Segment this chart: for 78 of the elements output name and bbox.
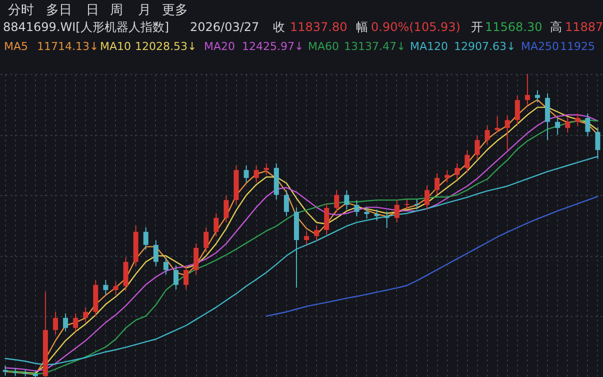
- candlestick: [153, 240, 158, 267]
- candlestick: [52, 311, 58, 336]
- candlestick: [224, 195, 229, 223]
- text: 0.90%(105.93): [371, 20, 460, 34]
- candlestick: [334, 190, 340, 213]
- candlestick: [595, 126, 600, 160]
- candlestick: [214, 212, 219, 237]
- text: 开: [471, 20, 483, 34]
- candlestick: [264, 162, 269, 176]
- candlestick: [324, 202, 330, 236]
- candlestick: [374, 208, 380, 222]
- text: 11714.13↓: [37, 40, 99, 53]
- candlestick: [254, 165, 259, 183]
- candlestick: [103, 280, 108, 296]
- text: 收: [273, 20, 285, 34]
- text: 11887: [565, 20, 603, 34]
- candlestick: [344, 190, 350, 210]
- candlestick: [364, 206, 370, 220]
- text: 周: [110, 3, 123, 18]
- candlestick: [524, 74, 530, 106]
- text: 更多: [162, 3, 188, 18]
- text: 幅: [356, 20, 368, 34]
- candlestick: [585, 112, 590, 137]
- text: MA5: [4, 40, 28, 53]
- candlestick: [534, 90, 540, 103]
- text: MA120: [410, 40, 448, 53]
- text: 月: [138, 3, 151, 18]
- candlestick: [314, 225, 320, 242]
- candlestick: [304, 231, 310, 246]
- candlestick: [354, 200, 360, 217]
- text: 8841699.WI[人形机器人指数]: [3, 20, 170, 34]
- candlestick: [194, 242, 199, 276]
- text: MA250: [521, 40, 560, 53]
- text: MA10: [100, 40, 132, 53]
- candlestick: [404, 198, 410, 210]
- candlestick: [565, 116, 570, 133]
- text: 11925: [560, 40, 595, 53]
- candlestick: [63, 312, 68, 332]
- candlestick: [514, 95, 520, 126]
- candlestick: [424, 185, 430, 210]
- candlestick: [384, 211, 390, 228]
- text: 12028.53↓: [135, 40, 197, 53]
- candlestick: [474, 135, 480, 160]
- candlestick: [454, 162, 460, 180]
- text: 11837.80: [290, 20, 348, 34]
- candlestick: [575, 112, 580, 127]
- candlestick: [545, 92, 550, 141]
- candlestick: [464, 150, 470, 173]
- candlestick: [414, 198, 420, 210]
- candlestick: [184, 264, 189, 290]
- candlestick: [494, 116, 500, 133]
- text: MA60: [308, 40, 340, 53]
- candlestick: [204, 226, 209, 253]
- candlestick: [73, 312, 78, 332]
- text: 12907.63↓: [454, 40, 516, 53]
- candlestick: [434, 172, 440, 196]
- candlestick: [83, 306, 88, 323]
- candlestick: [113, 281, 118, 296]
- candlestick: [284, 190, 289, 217]
- text: 2026/03/27: [190, 20, 260, 34]
- candlestick: [2, 364, 8, 376]
- text: 多日: [46, 3, 72, 18]
- text: MA20: [204, 40, 236, 53]
- candlestick: [444, 170, 450, 183]
- candlestick: [173, 264, 178, 290]
- text: 11568.30: [485, 20, 542, 34]
- text: 分时: [8, 3, 34, 18]
- text: 日: [86, 3, 99, 18]
- candlestick: [244, 165, 249, 183]
- text: 13137.47↓: [344, 40, 406, 53]
- text: 高: [550, 20, 562, 34]
- text: 12425.97↓: [242, 40, 304, 53]
- candlestick: [504, 115, 510, 151]
- candlestick: [143, 226, 148, 250]
- candlestick: [555, 116, 560, 136]
- candlestick: [394, 200, 400, 223]
- candlestick: [484, 125, 490, 146]
- candlestick: [163, 256, 168, 276]
